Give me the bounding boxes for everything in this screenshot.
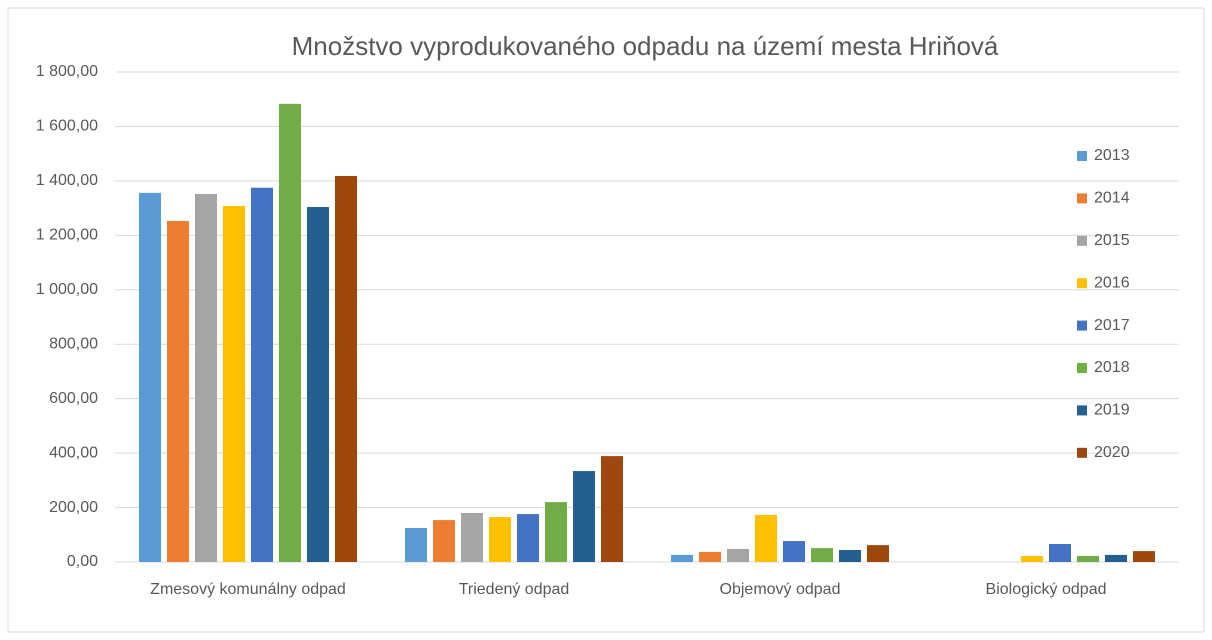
legend-label: 2015: [1094, 232, 1130, 249]
legend-swatch: [1077, 193, 1087, 204]
legend-swatch: [1077, 405, 1087, 416]
legend-swatch: [1077, 235, 1087, 246]
y-tick-label: 1 000,00: [36, 281, 98, 298]
bar: [517, 514, 539, 562]
bar: [1077, 556, 1099, 562]
y-tick-label: 600,00: [49, 390, 98, 407]
bar: [489, 517, 511, 562]
bar: [867, 545, 889, 562]
bar: [1105, 554, 1127, 562]
y-tick-label: 1 800,00: [36, 63, 98, 80]
legend-label: 2016: [1094, 274, 1130, 291]
x-tick-label: Zmesový komunálny odpad: [150, 581, 346, 598]
legend-swatch: [1077, 320, 1087, 331]
bar: [461, 513, 483, 562]
y-tick-label: 1 600,00: [36, 118, 98, 135]
legend-swatch: [1077, 151, 1087, 161]
x-tick-label: Triedený odpad: [459, 581, 570, 598]
bar: [279, 103, 301, 562]
bar: [1133, 551, 1155, 562]
legend-swatch: [1077, 447, 1087, 458]
bar: [139, 192, 161, 562]
bar: [223, 205, 245, 562]
y-tick-label: 800,00: [49, 335, 98, 352]
y-tick-label: 1 400,00: [36, 172, 98, 189]
bar: [1021, 556, 1043, 562]
bar: [195, 193, 217, 562]
x-tick-label: Objemový odpad: [720, 581, 841, 598]
legend-label: 2014: [1094, 190, 1130, 207]
bar: [251, 187, 273, 562]
bar: [755, 514, 777, 562]
legend-label: 2017: [1094, 317, 1130, 334]
chart-title: Množstvo vyprodukovaného odpadu na území…: [292, 31, 999, 61]
bar: [307, 207, 329, 562]
y-tick-label: 1 200,00: [36, 227, 98, 244]
bar: [433, 520, 455, 562]
legend-label: 2013: [1094, 147, 1130, 164]
bar: [839, 550, 861, 562]
bar: [811, 548, 833, 562]
legend-label: 2018: [1094, 359, 1130, 376]
legend-label: 2019: [1094, 402, 1130, 419]
bar: [167, 220, 189, 562]
y-tick-label: 0,00: [67, 553, 98, 570]
bar: [699, 551, 721, 562]
legend-swatch: [1077, 363, 1087, 373]
x-tick-label: Biologický odpad: [986, 581, 1107, 598]
bar: [727, 548, 749, 562]
bar: [405, 527, 427, 562]
y-tick-label: 400,00: [49, 444, 98, 461]
bar: [671, 554, 693, 562]
legend-swatch: [1077, 278, 1087, 289]
legend-label: 2020: [1094, 444, 1130, 461]
bar: [545, 502, 567, 562]
bar: [601, 456, 623, 562]
bar: [573, 471, 595, 562]
bar: [1049, 544, 1071, 562]
bar: [783, 541, 805, 562]
y-tick-label: 200,00: [49, 499, 98, 516]
bar: [335, 175, 357, 562]
